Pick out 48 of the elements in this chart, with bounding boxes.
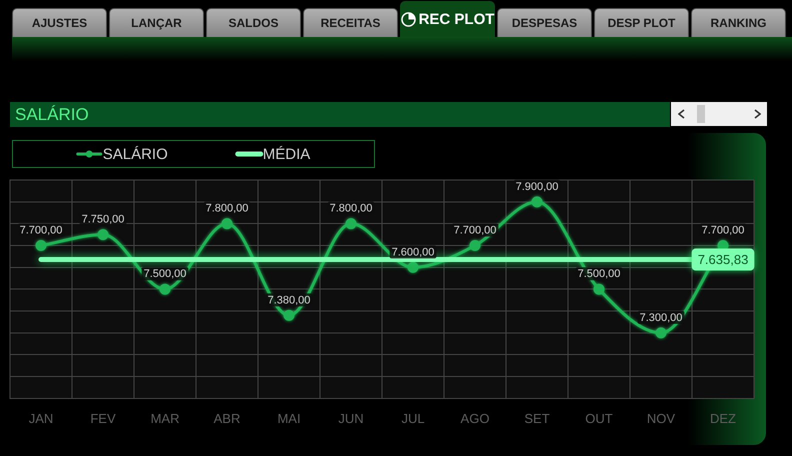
data-label: 7.800,00 bbox=[206, 202, 248, 215]
x-tick-label: FEV bbox=[90, 410, 116, 426]
x-tick-label: DEZ bbox=[710, 410, 736, 426]
x-tick-label: OUT bbox=[585, 410, 613, 426]
data-label: 7.380,00 bbox=[268, 294, 310, 306]
data-label: 7.700,00 bbox=[20, 224, 62, 237]
data-label: 7.700,00 bbox=[454, 224, 496, 237]
point bbox=[284, 310, 294, 321]
tab: DESP PLOT bbox=[594, 8, 689, 37]
data-label: 7.600,00 bbox=[392, 246, 434, 258]
x-tick-label: JAN bbox=[28, 410, 54, 426]
point bbox=[98, 229, 108, 240]
point bbox=[36, 240, 46, 252]
tab: RECEITAS bbox=[303, 8, 398, 37]
x-tick-label: ABR bbox=[214, 410, 240, 426]
data-label: 7.300,00 bbox=[640, 312, 682, 324]
legend-label: MÉDIA bbox=[262, 145, 310, 164]
x-tick-label: MAI bbox=[277, 410, 301, 426]
title-bar: SALÁRIO bbox=[10, 102, 670, 127]
data-label: 7.800,00 bbox=[330, 202, 372, 215]
point bbox=[656, 327, 666, 338]
data-label: 7.500,00 bbox=[578, 268, 620, 280]
data-label: 7.700,00 bbox=[702, 224, 744, 237]
chart-title: SALÁRIO bbox=[15, 105, 89, 125]
tab: SALDOS bbox=[206, 8, 301, 37]
data-label: 7.635,83 bbox=[698, 252, 748, 268]
point bbox=[222, 218, 232, 230]
x-tick-label: JUL bbox=[401, 410, 425, 426]
x-tick-label: JUN bbox=[338, 410, 364, 426]
point bbox=[594, 284, 604, 295]
legend-label: SALÁRIO bbox=[102, 145, 168, 164]
x-tick-label: MAR bbox=[150, 410, 180, 426]
x-tick-label: AGO bbox=[460, 410, 490, 426]
tab: AJUSTES bbox=[12, 8, 107, 37]
tab: DESPESAS bbox=[497, 8, 592, 37]
data-label: 7.900,00 bbox=[516, 180, 558, 193]
data-label: 7.500,00 bbox=[144, 268, 186, 280]
point bbox=[470, 240, 480, 252]
tab: REC PLOT bbox=[400, 1, 495, 38]
tab: RANKING bbox=[691, 8, 786, 37]
point bbox=[408, 262, 418, 273]
x-tick-label: NOV bbox=[646, 410, 676, 426]
x-tick-label: SET bbox=[524, 410, 550, 426]
point bbox=[160, 284, 170, 295]
point bbox=[532, 196, 542, 208]
point bbox=[346, 218, 356, 230]
tab: LANÇAR bbox=[109, 8, 204, 37]
data-label: 7.750,00 bbox=[82, 214, 124, 226]
